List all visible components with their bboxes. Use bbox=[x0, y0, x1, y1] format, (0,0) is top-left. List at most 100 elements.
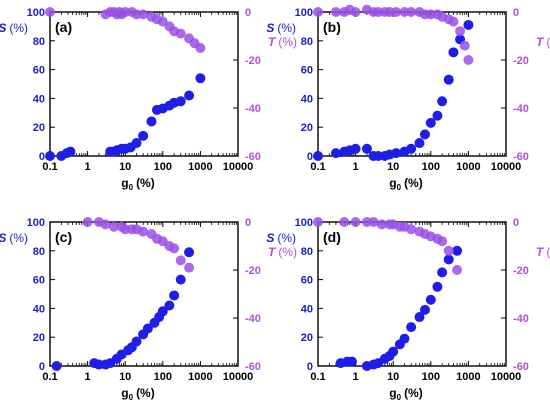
x-axis-title: g0 (%) bbox=[121, 386, 154, 402]
data-point-s bbox=[361, 143, 372, 154]
y-left-axis-title: S(%) bbox=[266, 231, 296, 245]
x-axis-symbol: g bbox=[121, 386, 128, 400]
x-tick-label: 1 bbox=[85, 371, 91, 383]
y-right-tick-label: 0 bbox=[513, 7, 519, 19]
data-point-t bbox=[169, 243, 180, 254]
x-axis-title: g0 (%) bbox=[389, 386, 422, 402]
y-left-tick-label: 40 bbox=[301, 303, 313, 315]
data-point-t bbox=[313, 7, 323, 17]
x-tick-label: 10 bbox=[387, 371, 399, 383]
y-left-tick-label: 100 bbox=[27, 217, 45, 229]
x-axis-unit: (%) bbox=[404, 176, 423, 190]
x-axis-title: g0 (%) bbox=[121, 176, 154, 192]
y-left-axis-title: S(%) bbox=[0, 231, 28, 245]
data-point-s bbox=[452, 245, 463, 256]
y-left-axis-unit: (%) bbox=[9, 21, 28, 35]
x-tick-label: 100 bbox=[154, 371, 172, 383]
data-point-s bbox=[425, 294, 436, 305]
y-left-tick-label: 0 bbox=[39, 151, 45, 163]
series-left bbox=[335, 245, 463, 371]
y-right-tick-label: -20 bbox=[513, 55, 529, 67]
x-tick-label: 10000 bbox=[223, 161, 254, 173]
x-tick-label: 0.1 bbox=[310, 161, 325, 173]
y-left-axis-unit: (%) bbox=[9, 231, 28, 245]
y-left-tick-label: 60 bbox=[33, 65, 45, 77]
data-point-s bbox=[195, 73, 206, 84]
data-point-s bbox=[346, 356, 357, 367]
y-right-tick-label: -60 bbox=[513, 361, 529, 373]
y-right-axis-unit: (%) bbox=[546, 245, 550, 259]
panel-label: (a) bbox=[55, 19, 72, 35]
y-left-axis-symbol: S bbox=[0, 21, 6, 35]
y-left-tick-label: 40 bbox=[33, 93, 45, 105]
y-left-axis-unit: (%) bbox=[277, 231, 296, 245]
data-point-s bbox=[146, 116, 157, 127]
x-axis-symbol: g bbox=[121, 176, 128, 190]
panel-label: (c) bbox=[55, 229, 72, 245]
y-left-tick-label: 80 bbox=[301, 36, 313, 48]
y-right-axis-title: T(%) bbox=[268, 245, 297, 259]
x-axis-unit: (%) bbox=[136, 386, 155, 400]
data-point-s bbox=[391, 148, 402, 159]
y-left-tick-label: 20 bbox=[301, 332, 313, 344]
data-point-s bbox=[463, 19, 474, 30]
data-point-s bbox=[142, 323, 153, 334]
data-point-s bbox=[399, 333, 410, 344]
x-tick-label: 10 bbox=[119, 371, 131, 383]
data-point-s bbox=[65, 146, 76, 157]
data-point-t bbox=[459, 40, 470, 51]
data-point-s bbox=[443, 254, 454, 265]
x-axis-symbol: g bbox=[389, 176, 396, 190]
x-tick-label: 1 bbox=[353, 371, 359, 383]
y-right-tick-label: 0 bbox=[513, 217, 519, 229]
y-right-axis-unit: (%) bbox=[546, 35, 550, 49]
data-point-t bbox=[437, 236, 448, 247]
y-left-tick-label: 20 bbox=[33, 332, 45, 344]
data-point-t bbox=[452, 265, 463, 275]
y-right-axis-title: T(%) bbox=[536, 35, 550, 49]
panel-label: (b) bbox=[323, 19, 341, 35]
data-point-s bbox=[419, 129, 430, 140]
y-left-axis-symbol: S bbox=[0, 231, 6, 245]
series-right bbox=[82, 217, 195, 273]
data-point-t bbox=[313, 217, 323, 227]
y-left-axis-title: S(%) bbox=[0, 21, 28, 35]
data-point-t bbox=[330, 7, 341, 17]
data-point-s bbox=[164, 300, 175, 311]
y-left-axis-symbol: S bbox=[266, 21, 274, 35]
y-left-tick-label: 20 bbox=[301, 122, 313, 134]
x-axis-title: g0 (%) bbox=[389, 176, 422, 192]
y-left-tick-label: 20 bbox=[33, 122, 45, 134]
data-point-t bbox=[45, 7, 55, 17]
y-right-tick-label: 0 bbox=[245, 217, 251, 229]
x-tick-label: 1 bbox=[85, 161, 91, 173]
y-left-tick-label: 100 bbox=[27, 7, 45, 19]
y-right-tick-label: -20 bbox=[245, 55, 261, 67]
y-right-axis-symbol: T bbox=[268, 35, 277, 49]
data-point-s bbox=[432, 110, 443, 121]
data-point-s bbox=[419, 304, 430, 315]
y-right-tick-label: -40 bbox=[245, 103, 261, 115]
x-axis-symbol: g bbox=[389, 386, 396, 400]
data-point-t bbox=[350, 217, 361, 227]
data-point-t bbox=[406, 224, 417, 235]
y-right-tick-label: -60 bbox=[513, 151, 529, 163]
data-point-t bbox=[391, 7, 402, 17]
data-point-t bbox=[195, 43, 206, 53]
data-point-s bbox=[448, 47, 459, 58]
data-point-t bbox=[108, 221, 119, 232]
y-left-tick-label: 0 bbox=[39, 361, 45, 373]
data-point-s bbox=[437, 267, 448, 278]
data-point-t bbox=[175, 255, 186, 266]
data-point-s bbox=[414, 312, 425, 323]
y-left-tick-label: 100 bbox=[295, 7, 313, 19]
y-left-tick-label: 80 bbox=[301, 246, 313, 258]
series-right bbox=[313, 4, 474, 65]
y-right-tick-label: -40 bbox=[513, 103, 529, 115]
